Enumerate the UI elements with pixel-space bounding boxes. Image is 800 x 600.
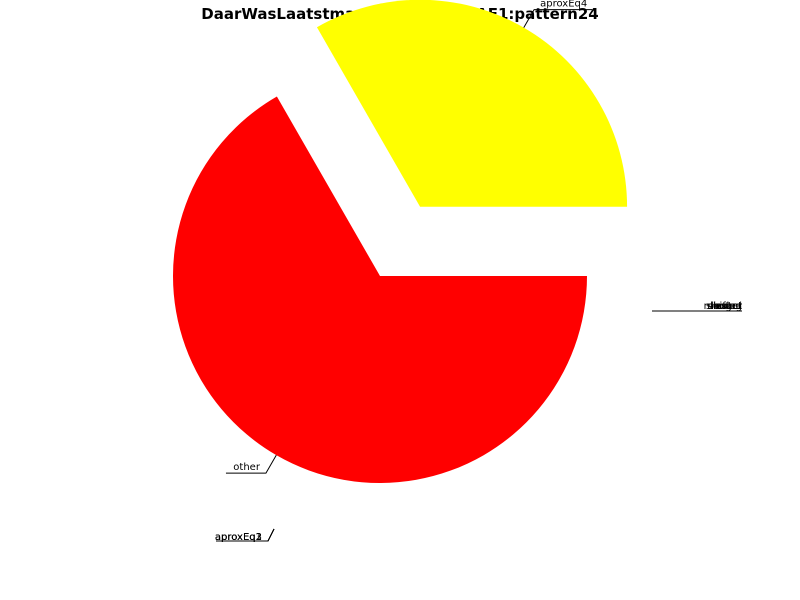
slice-label-aproxeq4: aproxEq4 <box>523 0 593 28</box>
slice-label-text: aproxEq1 <box>215 532 262 543</box>
slice-label-text: other <box>233 462 261 473</box>
slice-label-aproxeq3: aproxEq3 <box>215 528 275 543</box>
leader-line <box>216 528 275 542</box>
slice-label-shifted: shifted <box>652 301 742 312</box>
slice-label-text: shorter <box>706 301 743 312</box>
leader-line <box>225 454 277 474</box>
pie-slice-aproxeq4 <box>316 0 628 207</box>
slice-label-text: longer <box>710 301 743 312</box>
slice-label-text: aproxEq2 <box>215 532 262 543</box>
slice-label-text: extra <box>716 301 742 312</box>
pie-slices <box>172 0 628 484</box>
slice-label-text: missing <box>704 301 742 312</box>
slice-label-text: aproxEq3 <box>215 532 262 543</box>
pie-slice-other <box>172 96 587 484</box>
slice-label-text: shifted <box>708 301 742 312</box>
slice-label-text: aproxEq4 <box>540 0 587 10</box>
slice-label-other: other <box>225 454 277 474</box>
slice-label-text: exact <box>715 301 743 312</box>
leader-line <box>523 9 593 28</box>
